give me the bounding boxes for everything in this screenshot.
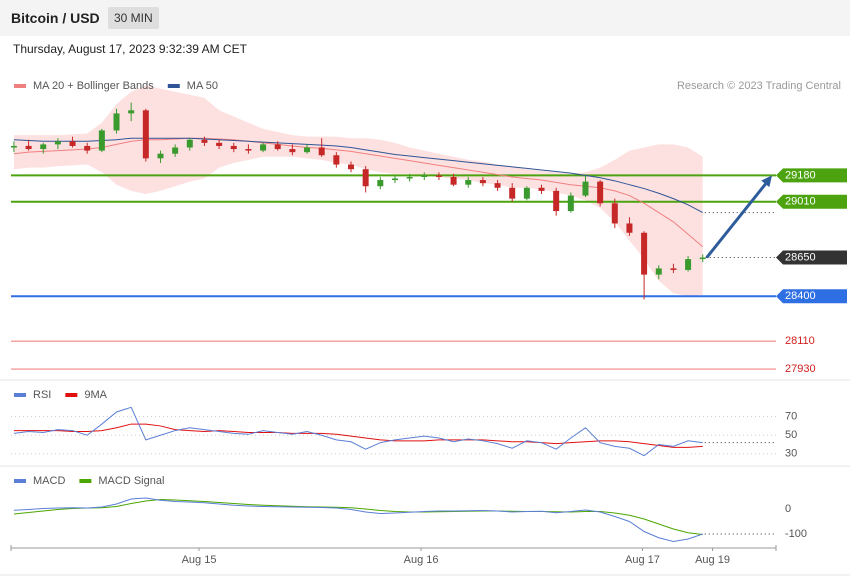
x-tick-label: Aug 17 <box>625 554 660 566</box>
candle-body <box>260 144 267 151</box>
candle-body <box>84 145 91 151</box>
level-label-box <box>776 168 847 183</box>
candle-body <box>172 147 179 154</box>
candle-body <box>523 187 530 199</box>
indicator-line <box>13 498 703 535</box>
candle-body <box>597 181 604 204</box>
candle-body <box>128 110 135 114</box>
candle-body <box>289 149 296 153</box>
candle-body <box>421 175 428 177</box>
candle-body <box>670 268 677 270</box>
candle-body <box>318 147 325 156</box>
level-label-box <box>776 250 847 265</box>
legend-swatch <box>14 84 26 88</box>
legend-swatch <box>14 479 26 483</box>
candle-body <box>362 169 369 187</box>
level-label: 28650 <box>785 251 816 263</box>
candle-body <box>641 232 648 275</box>
candle-body <box>538 187 545 191</box>
candle-body <box>479 180 486 184</box>
candle-body <box>98 130 105 151</box>
instrument-title: Bitcoin / USD <box>11 10 100 26</box>
level-label: 28400 <box>785 290 816 302</box>
candle-body <box>450 176 457 185</box>
candle-body <box>304 147 311 153</box>
timestamp: Thursday, August 17, 2023 9:32:39 AM CET <box>13 42 247 56</box>
candle-body <box>333 155 340 165</box>
level-label: 29010 <box>785 196 816 208</box>
candle-body <box>157 153 164 159</box>
y-tick-label: 0 <box>785 503 791 515</box>
candle-body <box>69 141 76 146</box>
candle-body <box>553 190 560 212</box>
legend-label: MA 20 + Bollinger Bands <box>33 80 154 92</box>
legend-swatch <box>65 393 78 397</box>
legend-label: RSI <box>33 389 51 401</box>
legend-label: 9MA <box>84 389 107 401</box>
candle-body <box>567 195 574 212</box>
level-label: 29180 <box>785 169 816 181</box>
candle-body <box>611 203 618 224</box>
candle-body <box>699 257 706 260</box>
y-tick-label: 70 <box>785 411 797 423</box>
level-label-box <box>776 289 847 304</box>
y-tick-label: 30 <box>785 448 797 460</box>
candle-body <box>10 145 17 148</box>
legend-swatch <box>167 84 180 88</box>
credit: Research © 2023 Trading Central <box>677 80 841 92</box>
projection-arrow-head <box>761 175 772 188</box>
y-tick-label: -100 <box>785 528 807 540</box>
candle-body <box>348 164 354 170</box>
candle-body <box>435 175 442 177</box>
candle-body <box>274 144 281 150</box>
candle-body <box>113 113 120 131</box>
candle-body <box>40 144 47 150</box>
candle-body <box>494 183 501 188</box>
candle-body <box>655 268 662 275</box>
indicator-line <box>13 137 703 214</box>
legend-swatch <box>79 479 92 483</box>
candle-body <box>391 178 398 181</box>
candle-body <box>465 180 472 185</box>
candle-body <box>377 180 384 187</box>
projection-arrow <box>705 182 768 259</box>
interval-button[interactable]: 30 MIN <box>108 7 159 29</box>
candle-body <box>142 110 149 159</box>
indicator-line <box>13 406 703 457</box>
indicator-line <box>13 423 703 448</box>
legend-label: MA 50 <box>187 80 218 92</box>
indicator-line <box>13 497 703 543</box>
x-tick-label: Aug 16 <box>404 554 439 566</box>
candle-body <box>186 139 193 148</box>
y-tick-label: 50 <box>785 429 797 441</box>
x-tick-label: Aug 19 <box>695 554 730 566</box>
level-label: 27930 <box>785 363 816 375</box>
candle-body <box>201 139 208 143</box>
legend-label: MACD Signal <box>98 475 164 487</box>
candle-body <box>626 223 633 233</box>
x-tick-label: Aug 15 <box>182 554 217 566</box>
legend-label: MACD <box>33 475 65 487</box>
legend-swatch <box>14 393 26 397</box>
candle-body <box>216 142 223 146</box>
candle-body <box>582 181 589 196</box>
candle-body <box>230 145 237 150</box>
candle-body <box>25 145 32 150</box>
level-label-box <box>776 194 847 209</box>
candle-body <box>245 149 252 151</box>
candle-body <box>685 259 692 270</box>
candle-body <box>54 141 61 145</box>
candle-body <box>509 187 516 199</box>
candle-body <box>406 176 413 179</box>
level-label: 28110 <box>785 335 815 347</box>
